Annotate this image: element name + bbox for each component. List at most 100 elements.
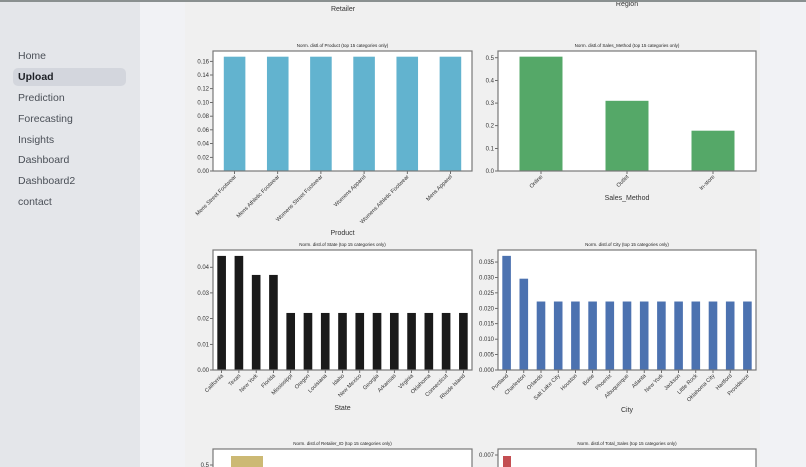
sidebar: Home Upload Prediction Forecasting Insig… xyxy=(0,0,140,467)
y-tick-label: 0.020 xyxy=(479,306,495,312)
plot-area xyxy=(498,449,756,467)
bar xyxy=(223,56,246,171)
bar xyxy=(355,312,365,370)
x-tick-label: Mens Apparel xyxy=(425,174,453,202)
y-tick-label: 0.00 xyxy=(197,368,209,374)
chart-3: Norm. distl.of City (top 15 categories o… xyxy=(479,242,757,414)
y-tick-label: 0.03 xyxy=(197,291,209,297)
y-tick-label: 0.08 xyxy=(197,114,209,120)
sidebar-item-contact[interactable]: contact xyxy=(18,196,52,208)
bar xyxy=(396,56,419,171)
bar xyxy=(372,312,382,370)
x-tick-label: Idaho xyxy=(332,373,346,387)
bar xyxy=(231,456,263,467)
bar xyxy=(605,301,615,370)
x-axis-label: City xyxy=(621,407,634,414)
prev-xlabel-retailer: Retailer xyxy=(331,6,356,13)
y-tick-label: 0.00 xyxy=(197,169,209,175)
bar xyxy=(303,312,313,370)
bar xyxy=(553,301,563,370)
x-tick-label: Online xyxy=(529,174,545,190)
bar xyxy=(743,301,752,370)
y-tick-label: 0.02 xyxy=(197,155,209,161)
chart-4: Norm. distl.of Retailer_ID (top 15 categ… xyxy=(201,441,473,467)
y-tick-label: 0.02 xyxy=(197,317,209,323)
distribution-figure: Retailer Region Norm. distl.of Product (… xyxy=(185,0,760,467)
y-tick-label: 0.04 xyxy=(197,265,209,271)
y-tick-label: 0.035 xyxy=(479,260,495,266)
bar xyxy=(571,301,580,370)
y-tick-label: 0.015 xyxy=(479,322,495,328)
x-tick-label: California xyxy=(204,373,226,395)
bar xyxy=(441,312,451,370)
chart-2: Norm. distl.of State (top 15 categories … xyxy=(197,242,473,412)
y-tick-label: 0.06 xyxy=(197,128,209,134)
bar xyxy=(691,130,735,171)
y-tick-label: 0.01 xyxy=(197,342,209,348)
bar xyxy=(605,100,649,171)
bar xyxy=(286,312,296,370)
sidebar-item-insights[interactable]: Insights xyxy=(18,134,55,146)
bar xyxy=(691,301,701,370)
sidebar-item-forecasting[interactable]: Forecasting xyxy=(18,113,73,125)
charts-svg: Retailer Region Norm. distl.of Product (… xyxy=(195,1,757,467)
x-tick-label: New York xyxy=(239,373,260,394)
bar xyxy=(708,301,718,370)
y-tick-label: 0.04 xyxy=(197,142,209,148)
x-axis-label: Product xyxy=(330,230,354,237)
bar xyxy=(269,274,278,370)
sidebar-item-prediction[interactable]: Prediction xyxy=(18,92,65,104)
bar xyxy=(657,301,666,370)
sidebar-item-home[interactable]: Home xyxy=(18,50,47,62)
bar xyxy=(217,255,226,370)
y-tick-label: 0.5 xyxy=(486,56,495,62)
bar xyxy=(519,278,529,370)
axes-frame xyxy=(212,249,473,371)
chart-1: Norm. distl.of Sales_Method (top 15 cate… xyxy=(486,43,757,202)
chart-title: Norm. distl.of Product (top 15 categorie… xyxy=(297,43,389,48)
bar xyxy=(588,301,597,370)
bar xyxy=(353,56,375,171)
y-tick-label: 0.000 xyxy=(479,368,495,374)
chart-title: Norm. distl.of State (top 15 categories … xyxy=(299,242,386,247)
bar xyxy=(519,56,563,171)
y-tick-label: 0.025 xyxy=(479,291,495,297)
x-tick-label: Houston xyxy=(560,373,579,392)
y-tick-label: 0.007 xyxy=(479,453,495,459)
x-tick-label: Womens Street Footwear xyxy=(275,174,324,223)
chart-5: Norm. distl.of Total_Sales (top 15 categ… xyxy=(479,441,757,467)
bar xyxy=(424,312,434,370)
x-axis-label: State xyxy=(334,405,350,412)
x-tick-label: Womens Apparel xyxy=(333,174,367,208)
sidebar-item-dashboard2[interactable]: Dashboard2 xyxy=(18,175,76,187)
x-tick-label: In-store xyxy=(699,174,717,192)
window-top-border xyxy=(0,0,806,2)
x-tick-label: Outlet xyxy=(616,174,631,189)
bar xyxy=(439,56,462,171)
y-tick-label: 0.030 xyxy=(479,275,495,281)
sidebar-item-upload[interactable]: Upload xyxy=(13,68,126,86)
x-tick-label: Arkansas xyxy=(377,373,398,394)
bar xyxy=(639,301,649,370)
axes-frame xyxy=(497,249,757,371)
x-axis-label: Sales_Method xyxy=(605,195,650,202)
chart-title: Norm. distl.of Total_Sales (top 15 categ… xyxy=(577,441,677,446)
bar xyxy=(266,56,289,171)
y-tick-label: 0.10 xyxy=(197,100,209,106)
bar xyxy=(622,301,632,370)
y-tick-label: 0.2 xyxy=(486,124,495,130)
plot-area xyxy=(213,51,472,171)
bar xyxy=(536,301,546,370)
chart-title: Norm. distl.of Retailer_ID (top 15 categ… xyxy=(293,441,392,446)
y-tick-label: 0.3 xyxy=(486,101,495,107)
bar xyxy=(338,312,347,370)
axes-frame xyxy=(497,50,757,172)
sidebar-item-dashboard[interactable]: Dashboard xyxy=(18,154,70,166)
bar xyxy=(725,301,735,370)
x-tick-label: Louisiana xyxy=(307,373,329,395)
x-tick-label: Womens Athletic Footwear xyxy=(359,174,410,225)
x-tick-label: Mens Street Footwear xyxy=(195,174,238,217)
plot-area xyxy=(213,449,472,467)
bar xyxy=(389,312,399,370)
y-tick-label: 0.005 xyxy=(479,353,495,359)
